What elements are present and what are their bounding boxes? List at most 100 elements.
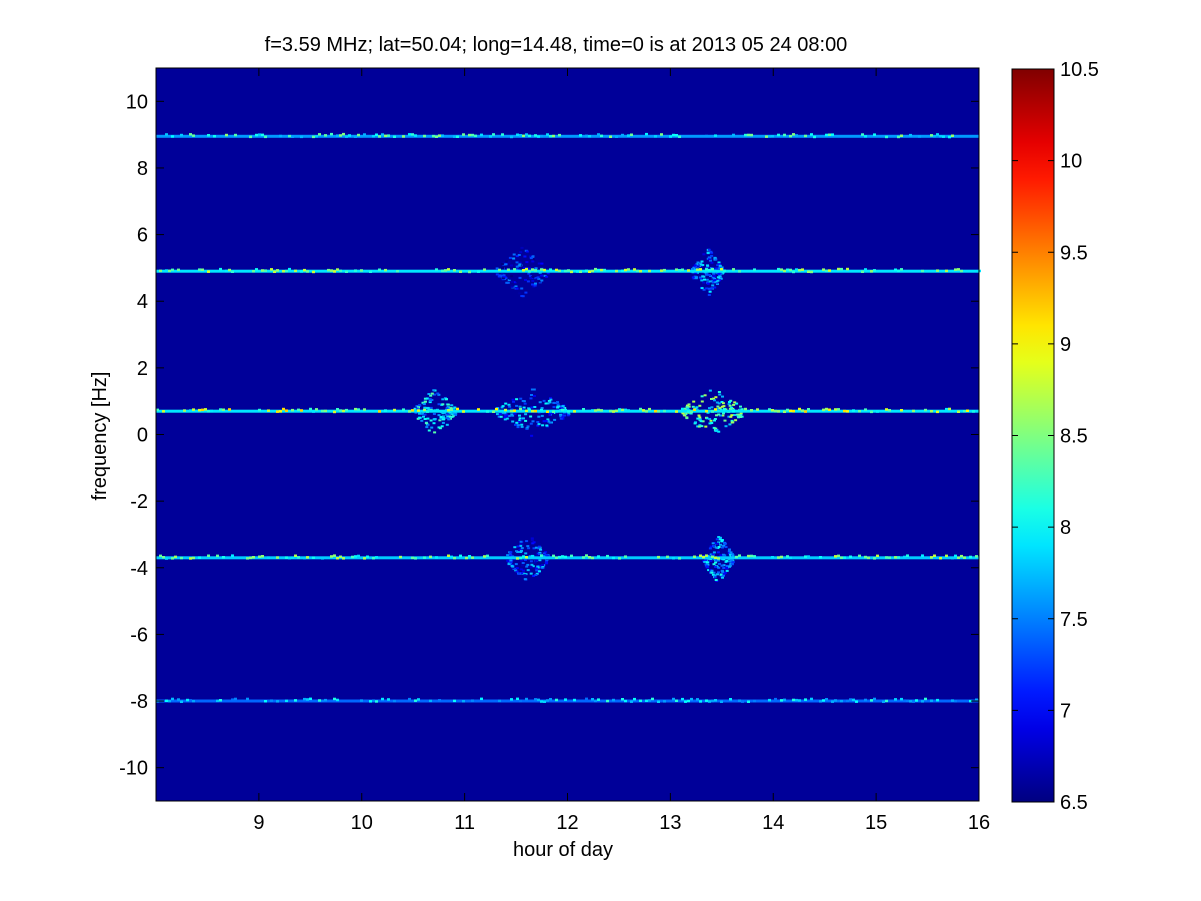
heatmap-cell: [536, 565, 540, 568]
heatmap-cell: [588, 135, 591, 138]
heatmap-cell: [168, 699, 171, 703]
heatmap-cell: [564, 269, 567, 273]
heatmap-cell: [363, 133, 366, 136]
heatmap-cell: [723, 571, 727, 574]
heatmap-cell: [709, 250, 713, 253]
heatmap-cell: [720, 564, 724, 567]
heatmap-cell: [523, 255, 527, 258]
heatmap-cell: [716, 276, 720, 279]
heatmap-cell: [807, 270, 810, 273]
heatmap-enhancement: [495, 246, 550, 298]
heatmap-cell: [563, 414, 566, 417]
heatmap-cell: [900, 134, 903, 137]
heatmap-cell: [729, 551, 733, 554]
heatmap-cell: [873, 133, 876, 136]
heatmap-cell: [723, 542, 727, 545]
heatmap-cell: [234, 697, 237, 701]
heatmap-cell: [936, 269, 939, 272]
heatmap-cell: [534, 282, 537, 285]
heatmap-cell: [492, 133, 495, 136]
heatmap-cell: [162, 556, 165, 559]
heatmap-cell: [549, 135, 552, 138]
heatmap-cell: [429, 394, 433, 397]
heatmap-cell: [579, 270, 582, 273]
heatmap-cell: [514, 268, 518, 271]
heatmap-cell: [933, 135, 936, 138]
heatmap-cell: [524, 419, 528, 422]
heatmap-cell: [447, 554, 450, 557]
heatmap-cell: [559, 417, 563, 420]
heatmap-cell: [738, 699, 741, 702]
heatmap-cell: [318, 133, 321, 136]
heatmap-cell: [523, 574, 527, 577]
heatmap-cell: [555, 698, 558, 702]
heatmap-cell: [705, 273, 709, 276]
heatmap-cell: [423, 413, 427, 416]
heatmap-cell: [609, 409, 612, 413]
heatmap-cell: [375, 133, 378, 136]
heatmap-cell: [171, 268, 174, 272]
x-tick-label: 14: [762, 812, 784, 834]
heatmap-cell: [711, 553, 715, 556]
heatmap-cell: [648, 269, 651, 273]
heatmap-cell: [807, 408, 810, 411]
heatmap-cell: [542, 420, 546, 423]
heatmap-cell: [792, 133, 795, 136]
heatmap-cell: [712, 571, 716, 574]
heatmap-cell: [924, 697, 927, 701]
heatmap-cell: [558, 555, 561, 559]
heatmap-cell: [706, 264, 709, 267]
heatmap-cell: [345, 135, 348, 138]
heatmap-cell: [414, 134, 417, 137]
heatmap-cell: [446, 406, 450, 409]
heatmap-cell: [222, 556, 225, 559]
y-tick-label: -8: [130, 691, 148, 713]
heatmap-cell: [594, 267, 597, 271]
heatmap-cell: [424, 422, 428, 425]
heatmap-cell: [515, 280, 519, 283]
heatmap-cell: [524, 413, 528, 416]
x-tick-label: 13: [659, 812, 681, 834]
heatmap-cell: [336, 134, 339, 137]
heatmap-cell: [603, 268, 606, 272]
heatmap-cell: [718, 407, 722, 410]
colorbar-tick-label: 6.5: [1060, 792, 1088, 814]
heatmap-cell: [720, 266, 724, 269]
heatmap-cell: [306, 270, 309, 273]
heatmap-cell: [462, 410, 465, 413]
heatmap-cell: [437, 414, 441, 417]
heatmap-cell: [498, 413, 502, 416]
heatmap-cell: [159, 554, 162, 558]
heatmap-cell: [675, 410, 678, 413]
heatmap-cell: [718, 274, 722, 277]
heatmap-cell: [693, 264, 697, 267]
heatmap-cell: [774, 697, 777, 701]
heatmap-cell: [840, 699, 843, 703]
heatmap-cell: [963, 410, 966, 413]
heatmap-cell: [780, 555, 783, 559]
heatmap-cell: [531, 279, 535, 282]
heatmap-cell: [921, 554, 924, 557]
heatmap-cell: [519, 397, 523, 400]
heatmap-cell: [657, 700, 660, 703]
heatmap-cell: [525, 556, 528, 559]
heatmap-cell: [837, 267, 840, 271]
heatmap-cell: [700, 400, 704, 403]
heatmap-cell: [450, 404, 454, 407]
heatmap-cell: [720, 569, 724, 572]
heatmap-cell: [700, 260, 704, 263]
heatmap-cell: [372, 135, 375, 138]
heatmap-cell: [545, 275, 549, 278]
heatmap-cell: [538, 559, 542, 562]
heatmap-cell: [731, 421, 735, 424]
heatmap-cell: [715, 538, 719, 541]
heatmap-cell: [783, 269, 786, 273]
heatmap-cell: [819, 700, 822, 703]
heatmap-cell: [456, 135, 459, 138]
heatmap-cell: [198, 556, 201, 559]
colorbar: [1011, 68, 1055, 803]
heatmap-cell: [445, 407, 449, 410]
heatmap-cell: [428, 398, 432, 401]
heatmap-cell: [737, 416, 740, 419]
heatmap-cell: [557, 405, 561, 408]
